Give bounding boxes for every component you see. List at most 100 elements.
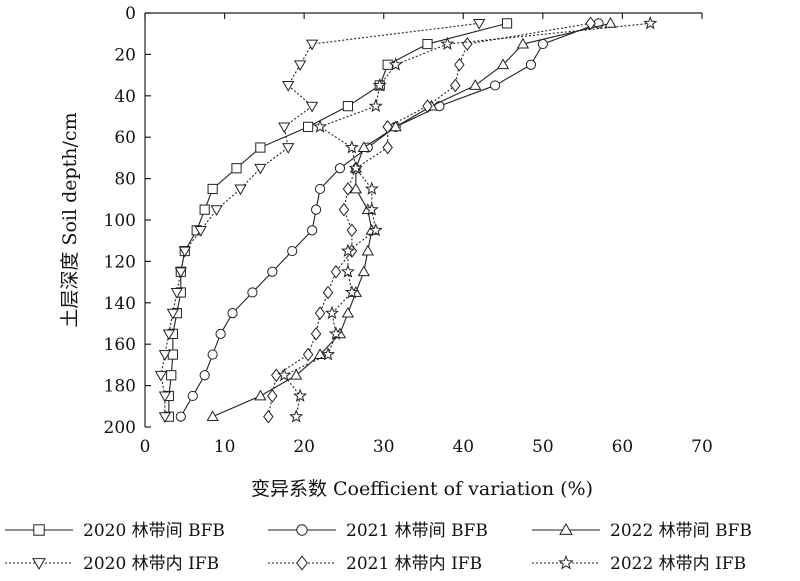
data-point <box>330 264 342 279</box>
data-point <box>389 120 402 132</box>
data-point <box>357 141 370 152</box>
data-point <box>490 80 501 91</box>
data-point <box>194 225 207 237</box>
data-point <box>187 390 198 402</box>
legend-label: 2020 林带内 IFB <box>83 554 219 574</box>
data-point <box>162 329 176 341</box>
series-line <box>283 22 651 417</box>
data-point <box>313 348 327 359</box>
data-point <box>643 15 658 30</box>
data-point <box>516 37 530 49</box>
legend-label: 2021 林带间 BFB <box>346 521 488 541</box>
data-point <box>364 181 379 195</box>
data-point <box>469 79 482 90</box>
data-point <box>267 266 278 277</box>
data-point <box>227 308 238 319</box>
data-point <box>349 182 363 194</box>
data-point <box>174 267 187 279</box>
legend-marker <box>296 555 308 571</box>
legend-item: 2021 林带内 IFB <box>268 554 482 574</box>
legend-marker <box>559 523 573 535</box>
data-point <box>199 204 210 215</box>
axes: 0 10 20 30 40 50 60 70 0 20 40 60 80 100 120 140 160 180 2… <box>104 4 713 457</box>
y-tick-label: 180 <box>104 377 136 397</box>
x-tick-label: 0 <box>140 437 151 457</box>
data-point <box>537 38 548 50</box>
data-point <box>307 225 318 236</box>
legend-marker <box>33 524 45 536</box>
data-point <box>178 246 191 258</box>
x-tick-label: 40 <box>452 437 474 457</box>
data-point <box>313 119 328 133</box>
data-point <box>287 245 298 257</box>
data-point <box>328 326 344 340</box>
y-tick-label: 40 <box>114 87 136 107</box>
data-point <box>282 81 295 92</box>
data-point <box>293 388 308 402</box>
x-axis-title: 变异系数 Coefficient of variation (%) <box>251 478 593 500</box>
data-point <box>604 17 617 28</box>
data-point <box>322 285 334 300</box>
series-layer <box>154 15 658 424</box>
data-point <box>166 370 177 381</box>
data-point <box>462 37 473 51</box>
data-point <box>254 163 267 175</box>
data-point <box>338 202 350 217</box>
data-point <box>255 142 266 153</box>
x-tick-label: 30 <box>373 437 395 457</box>
data-point <box>382 59 393 70</box>
data-point <box>341 306 355 318</box>
series-2 <box>175 18 604 422</box>
y-tick-label: 0 <box>125 4 136 24</box>
data-point <box>207 183 218 195</box>
data-point <box>422 99 433 113</box>
series-6 <box>277 15 658 423</box>
data-point <box>290 368 303 380</box>
legend-label: 2021 林带内 IFB <box>346 554 482 574</box>
data-point <box>454 57 465 72</box>
data-point <box>310 204 322 215</box>
data-point <box>305 39 319 51</box>
series-4 <box>154 18 486 423</box>
data-point <box>206 410 219 422</box>
data-point <box>314 183 326 195</box>
data-point <box>305 101 319 113</box>
series-line <box>180 22 599 417</box>
series-5 <box>263 16 596 424</box>
series-line <box>212 22 611 418</box>
data-point <box>340 264 355 278</box>
data-point <box>361 244 374 256</box>
data-point <box>158 412 172 423</box>
data-point <box>175 411 186 422</box>
data-point <box>215 328 226 339</box>
legend-marker <box>558 554 574 570</box>
data-point <box>501 18 513 29</box>
data-point <box>234 184 247 196</box>
data-point <box>334 163 346 174</box>
data-point <box>382 140 393 155</box>
legend-marker <box>32 558 46 570</box>
x-tick-label: 60 <box>612 437 634 457</box>
data-point <box>585 16 596 31</box>
x-tick-label: 50 <box>532 437 554 457</box>
data-point <box>170 288 183 299</box>
y-tick-label: 140 <box>104 294 136 314</box>
y-tick-label: 200 <box>104 418 136 438</box>
y-tick-label: 80 <box>114 170 136 190</box>
data-point <box>207 349 218 360</box>
data-point <box>473 18 486 30</box>
series-3 <box>206 17 617 422</box>
legend-label: 2020 林带间 BFB <box>83 521 225 541</box>
data-point <box>342 182 354 196</box>
data-point <box>158 350 172 361</box>
data-point <box>372 78 387 92</box>
data-point <box>342 101 354 112</box>
data-point <box>320 347 336 361</box>
y-tick-label: 20 <box>114 45 136 65</box>
data-point <box>158 391 172 403</box>
y-tick-label: 120 <box>104 252 136 272</box>
data-point <box>294 60 307 72</box>
data-point <box>199 370 210 381</box>
data-point <box>310 327 322 341</box>
